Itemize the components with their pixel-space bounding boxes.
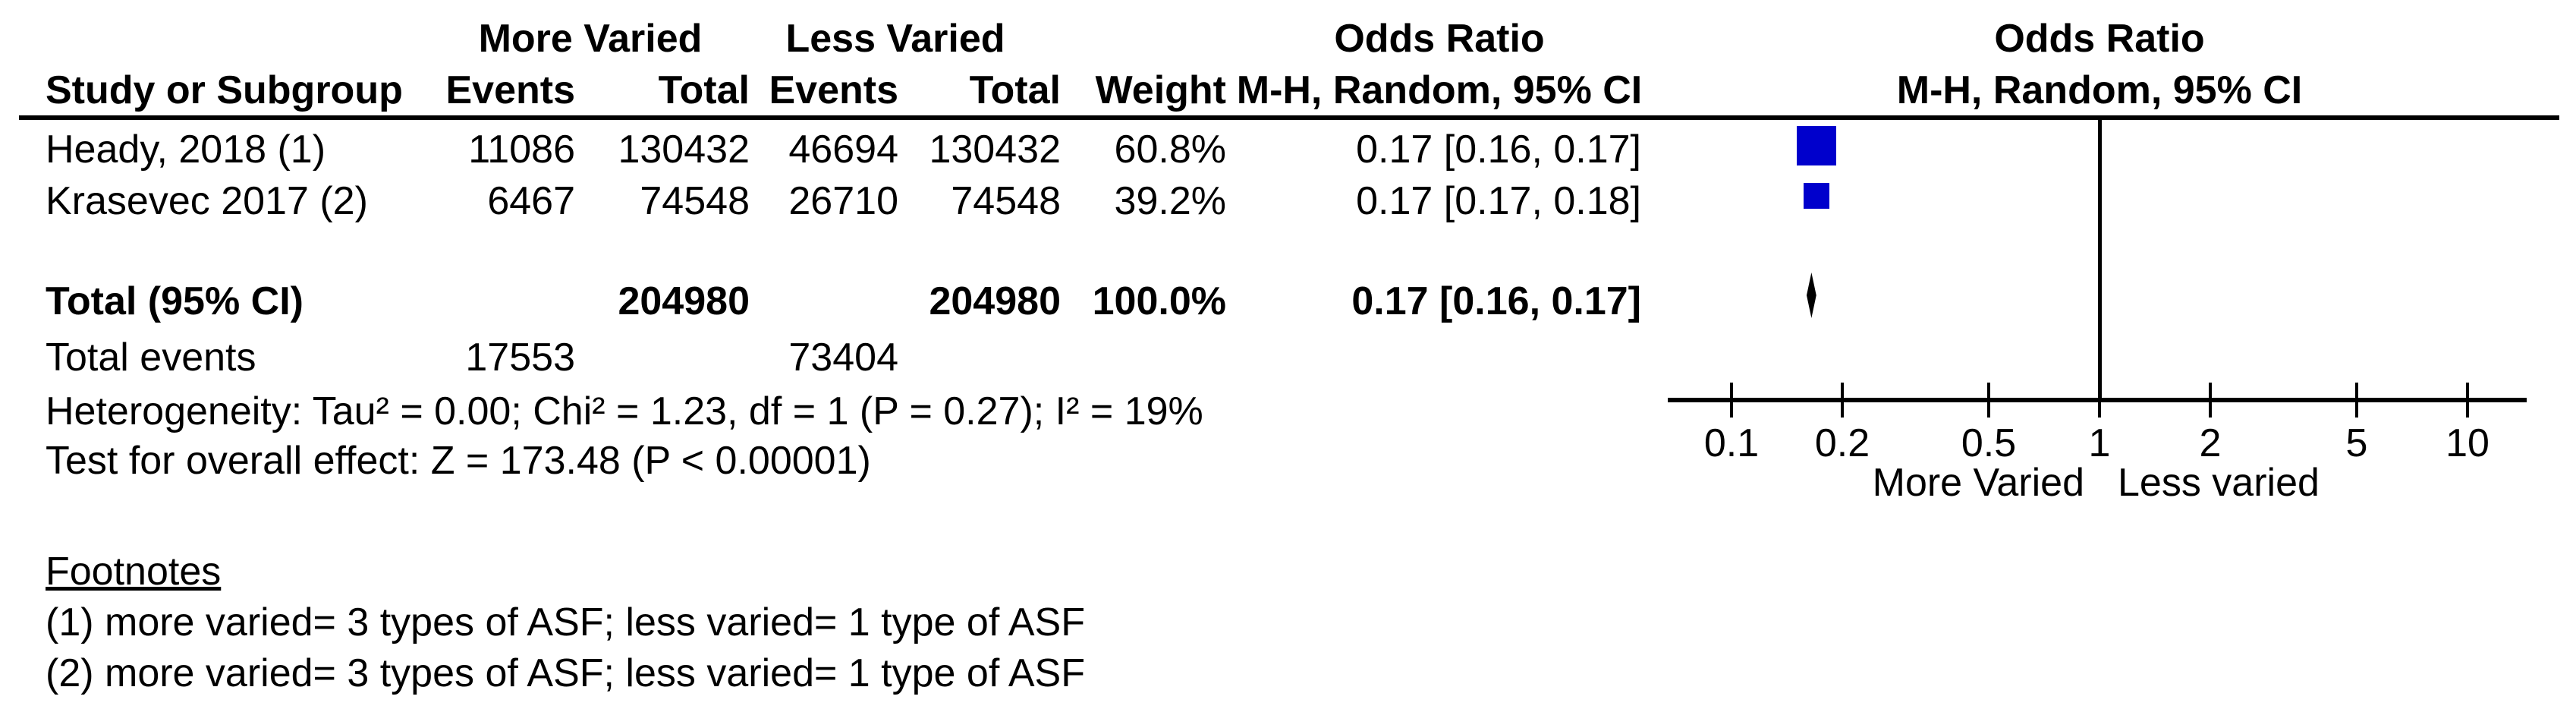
- study-total-2: 130432: [929, 128, 1061, 172]
- odds-ratio-header-plot: Odds Ratio: [1994, 17, 2205, 61]
- total-row-ci-text: 0.17 [0.16, 0.17]: [1351, 279, 1641, 323]
- study-weight: 60.8%: [1114, 128, 1226, 172]
- col-header-study: Study or Subgroup: [46, 68, 403, 112]
- study-events-1: 11086: [468, 128, 575, 172]
- axis-tick: [1730, 383, 1733, 418]
- study-label: Heady, 2018 (1): [46, 128, 326, 172]
- axis-tick-label: 2: [2199, 421, 2222, 465]
- header-separator-line: [19, 115, 2559, 120]
- study-events-2: 26710: [788, 179, 898, 223]
- study-events-1: 6467: [487, 179, 575, 223]
- axis-tick: [2208, 383, 2212, 418]
- study-weight: 39.2%: [1114, 179, 1226, 223]
- footnote-item: (1) more varied= 3 types of ASF; less va…: [46, 600, 1085, 644]
- axis-tick: [1840, 383, 1844, 418]
- x-axis-line: [1668, 398, 2527, 402]
- axis-tick-label: 0.5: [1961, 421, 2017, 465]
- col-header-ci-stat: M-H, Random, 95% CI: [1236, 68, 1643, 112]
- study-events-2: 46694: [788, 128, 898, 172]
- col-header-total-1: Total: [658, 68, 750, 112]
- study-total-1: 74548: [640, 179, 750, 223]
- heterogeneity-text: Heterogeneity: Tau² = 0.00; Chi² = 1.23,…: [46, 389, 1203, 433]
- null-effect-line: [2098, 120, 2102, 400]
- total-row-total-1: 204980: [618, 279, 750, 323]
- study-total-2: 74548: [951, 179, 1061, 223]
- axis-tick-label: 0.2: [1814, 421, 1870, 465]
- axis-tick-label: 0.1: [1703, 421, 1760, 465]
- total-events-value-1: 17553: [465, 336, 575, 380]
- total-row-total-2: 204980: [929, 279, 1061, 323]
- group-header-more-varied: More Varied: [478, 17, 703, 61]
- footnote-item: (2) more varied= 3 types of ASF; less va…: [46, 651, 1085, 695]
- study-ci-text: 0.17 [0.16, 0.17]: [1356, 128, 1641, 172]
- study-weight-square: [1796, 126, 1836, 165]
- total-row-weight: 100.0%: [1092, 279, 1226, 323]
- axis-tick-label: 10: [2445, 421, 2490, 465]
- axis-tick: [2466, 383, 2469, 418]
- axis-tick: [1987, 383, 1990, 418]
- total-row-label: Total (95% CI): [46, 279, 304, 323]
- x-axis-left-label: More Varied: [1872, 461, 2084, 505]
- col-header-events-1: Events: [445, 68, 575, 112]
- col-header-weight: Weight: [1095, 68, 1226, 112]
- col-header-total-2: Total: [969, 68, 1061, 112]
- axis-tick-label: 5: [2345, 421, 2368, 465]
- axis-tick: [2098, 383, 2101, 418]
- total-events-value-2: 73404: [788, 336, 898, 380]
- study-weight-square: [1803, 183, 1829, 209]
- col-header-events-2: Events: [769, 68, 898, 112]
- group-header-less-varied: Less Varied: [785, 17, 1005, 61]
- total-effect-diamond: [1806, 273, 1816, 318]
- total-events-label: Total events: [46, 336, 256, 380]
- study-ci-text: 0.17 [0.17, 0.18]: [1356, 179, 1641, 223]
- axis-tick: [2355, 383, 2358, 418]
- odds-ratio-header-stat: Odds Ratio: [1334, 17, 1545, 61]
- axis-tick-label: 1: [2088, 421, 2111, 465]
- x-axis-right-label: Less varied: [2118, 461, 2320, 505]
- footnotes-heading: Footnotes: [46, 550, 222, 594]
- study-label: Krasevec 2017 (2): [46, 179, 368, 223]
- study-total-1: 130432: [618, 128, 750, 172]
- col-header-ci-plot: M-H, Random, 95% CI: [1896, 68, 2303, 112]
- overall-effect-text: Test for overall effect: Z = 173.48 (P <…: [46, 439, 871, 483]
